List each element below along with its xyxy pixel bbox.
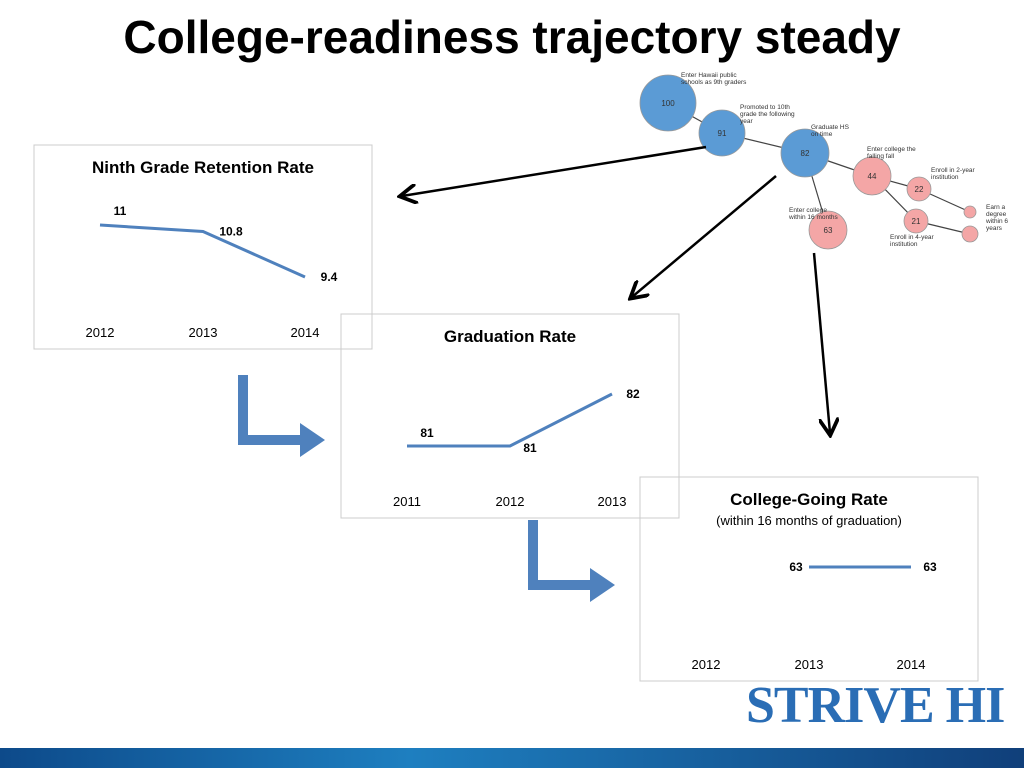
node-value: 21: [912, 217, 921, 226]
node-value: 91: [718, 129, 727, 138]
diagram-node: [852, 156, 892, 196]
node-value: 22: [915, 185, 924, 194]
node-label: Enroll in 2-year institution: [931, 167, 975, 181]
chart-title: Ninth Grade Retention Rate: [92, 158, 314, 177]
diagram-node: [698, 109, 746, 157]
diagram-node: [906, 176, 932, 202]
x-tick-label: 2011: [393, 494, 421, 509]
data-label: 9.4: [321, 270, 338, 284]
logo: STRIVE HI: [746, 677, 1005, 734]
chart-frame: [33, 144, 373, 350]
chart-title: College-Going Rate: [730, 490, 888, 509]
x-tick-label: 2014: [897, 657, 926, 672]
data-label: 10.8: [219, 225, 243, 239]
data-label: 11: [114, 204, 127, 218]
flow-arrows: [238, 375, 615, 602]
node-label: Enter Hawaii public schools as 9th grade…: [681, 72, 747, 86]
data-line: [99, 223, 306, 279]
node-label: Enter college within 16 months: [789, 207, 838, 221]
x-tick-label: 2014: [291, 325, 320, 340]
chart-subtitle: (within 16 months of graduation): [716, 513, 902, 528]
pointer-arrows: [402, 145, 830, 433]
data-label: 63: [923, 560, 937, 574]
x-tick-label: 2013: [598, 494, 627, 509]
diagram-nodes: 100 91 82 44 63 22 21: [639, 74, 979, 250]
chart-frame: [340, 313, 680, 519]
node-label: Enroll in 4-year institution: [890, 234, 934, 248]
node-label: Graduate HS on time: [811, 124, 849, 138]
x-tick-label: 2013: [189, 325, 218, 340]
diagram-node: [808, 210, 848, 250]
node-value: 82: [801, 149, 810, 158]
chart-title: Graduation Rate: [444, 327, 576, 346]
x-tick-label: 2012: [86, 325, 115, 340]
slide-title: College-readiness trajectory steady: [123, 11, 901, 63]
node-label: Promoted to 10th grade the following yea…: [740, 104, 795, 125]
chart: Graduation Rate 2011 2012 2013 81 81 82: [340, 313, 680, 519]
node-label: Enter college the falling fall: [867, 146, 916, 160]
diagram-node: [639, 74, 697, 132]
data-label: 82: [626, 387, 640, 401]
data-label: 63: [789, 560, 803, 574]
outcome-node: [961, 225, 979, 243]
x-tick-label: 2013: [795, 657, 824, 672]
outcome-label: Earn a degree within 6 years: [986, 204, 1009, 232]
x-tick-label: 2012: [496, 494, 525, 509]
chart: Ninth Grade Retention Rate 2012 2013 2014 11…: [33, 144, 373, 350]
footer-bar: [0, 748, 1024, 768]
data-line: [407, 392, 613, 448]
node-value: 44: [868, 172, 877, 181]
x-tick-label: 2012: [692, 657, 721, 672]
diagram-node: [780, 128, 830, 178]
chart-frame: [639, 476, 979, 682]
data-label: 81: [420, 426, 434, 440]
node-value: 100: [661, 99, 675, 108]
outcome-node: [963, 205, 977, 219]
chart: College-Going Rate (within 16 months of g…: [639, 476, 979, 682]
data-label: 81: [523, 441, 537, 455]
diagram-node: [903, 208, 929, 234]
node-value: 63: [824, 226, 833, 235]
